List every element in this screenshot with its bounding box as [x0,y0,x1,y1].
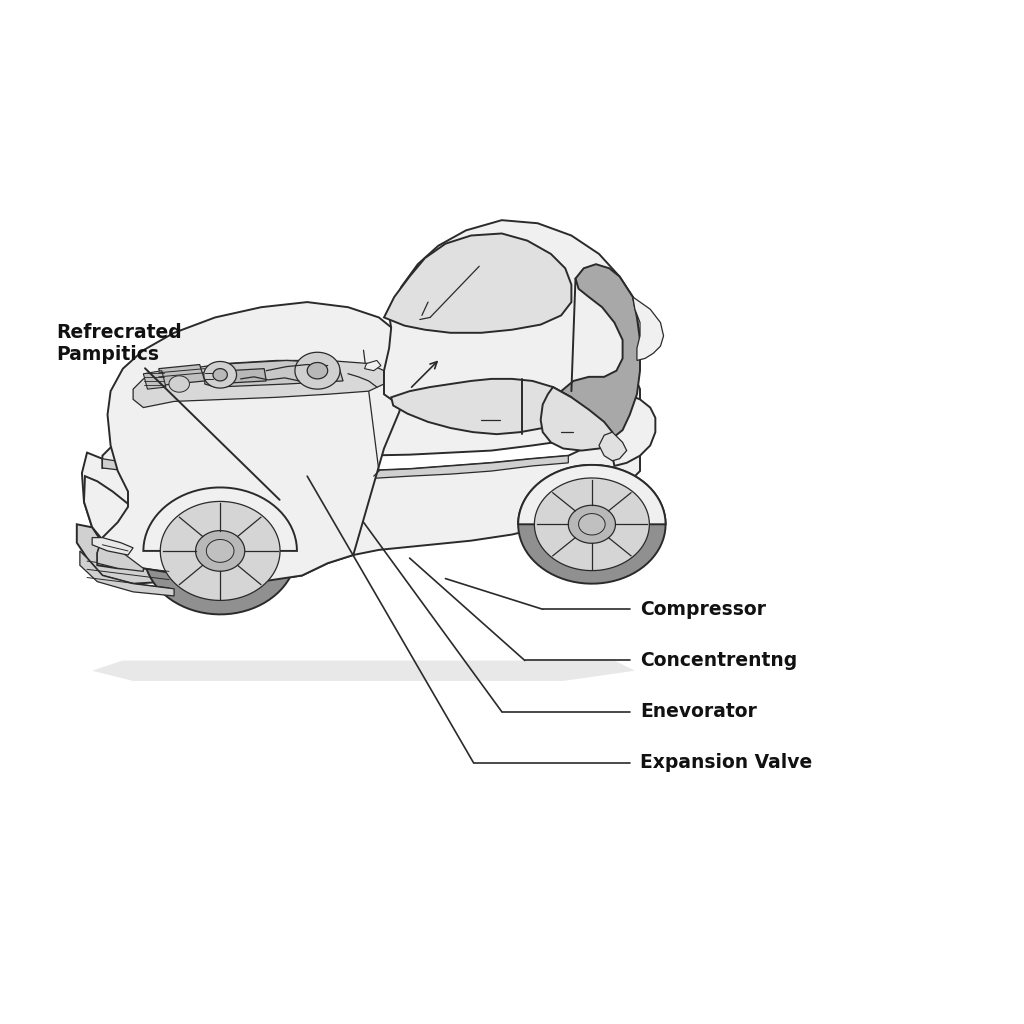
Polygon shape [592,394,655,466]
Polygon shape [102,456,568,479]
Text: Compressor: Compressor [640,600,766,618]
Polygon shape [213,369,227,381]
Polygon shape [553,264,640,442]
Polygon shape [384,220,640,399]
Text: Concentrentng: Concentrentng [640,651,798,670]
Polygon shape [169,376,189,392]
Polygon shape [384,233,571,333]
Polygon shape [161,502,280,600]
Polygon shape [518,465,666,584]
Text: Refrecrated
Pampitics: Refrecrated Pampitics [56,323,280,500]
Polygon shape [97,302,410,582]
Polygon shape [207,540,233,562]
Polygon shape [92,660,635,681]
Polygon shape [143,487,297,614]
Polygon shape [80,551,174,596]
Text: Expansion Valve: Expansion Valve [640,754,812,772]
Polygon shape [143,487,297,551]
Polygon shape [384,307,568,384]
Polygon shape [568,505,615,544]
Polygon shape [541,387,612,451]
Polygon shape [77,524,220,584]
Polygon shape [518,465,666,524]
Polygon shape [633,297,664,360]
Polygon shape [159,365,205,385]
Polygon shape [205,360,343,387]
Polygon shape [92,538,133,555]
Polygon shape [133,360,384,408]
Polygon shape [84,476,148,568]
Text: Enevorator: Enevorator [640,702,757,721]
Polygon shape [196,530,245,571]
Polygon shape [295,352,340,389]
Polygon shape [391,379,571,434]
Polygon shape [204,361,237,388]
Polygon shape [535,478,649,570]
Polygon shape [82,445,640,582]
Polygon shape [307,362,328,379]
Polygon shape [365,360,381,371]
Polygon shape [97,538,143,571]
Polygon shape [102,340,640,468]
Polygon shape [599,432,627,461]
Polygon shape [227,369,266,383]
Polygon shape [579,514,605,535]
Polygon shape [143,371,166,389]
